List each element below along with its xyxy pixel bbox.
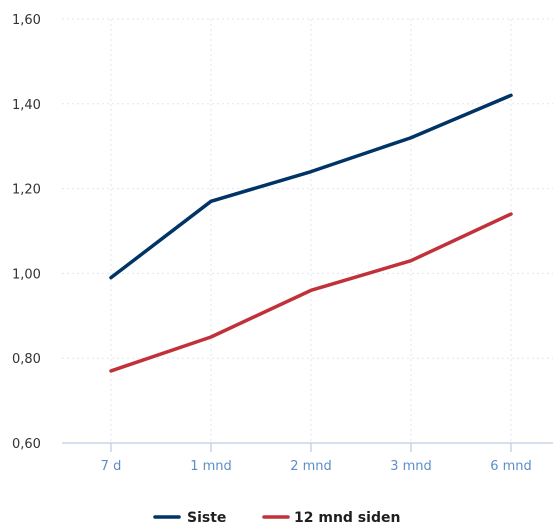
y-tick-label: 1,20 (12, 183, 41, 198)
x-tick-label: 7 d (101, 459, 122, 474)
legend-label: Siste (187, 510, 226, 524)
legend: Siste 12 mnd siden (153, 510, 400, 524)
y-tick-label: 1,00 (12, 267, 41, 282)
x-tick-label: 6 mnd (490, 459, 532, 474)
legend-label: 12 mnd siden (294, 510, 400, 524)
x-tick-label: 1 mnd (190, 459, 232, 474)
x-tick-label: 3 mnd (390, 459, 432, 474)
grid-lines (62, 18, 553, 443)
y-axis-ticks: 0,60 0,80 1,00 1,20 1,40 1,60 (12, 13, 41, 452)
x-tick-label: 2 mnd (290, 459, 332, 474)
series-line-12-mnd-siden (109, 212, 513, 373)
y-tick-label: 0,60 (12, 437, 41, 452)
x-axis: 7 d 1 mnd 2 mnd 3 mnd 6 mnd (62, 442, 553, 474)
y-tick-label: 0,80 (12, 352, 41, 367)
y-tick-label: 1,60 (12, 13, 41, 28)
y-tick-label: 1,40 (12, 98, 41, 113)
series-lines (109, 93, 513, 373)
